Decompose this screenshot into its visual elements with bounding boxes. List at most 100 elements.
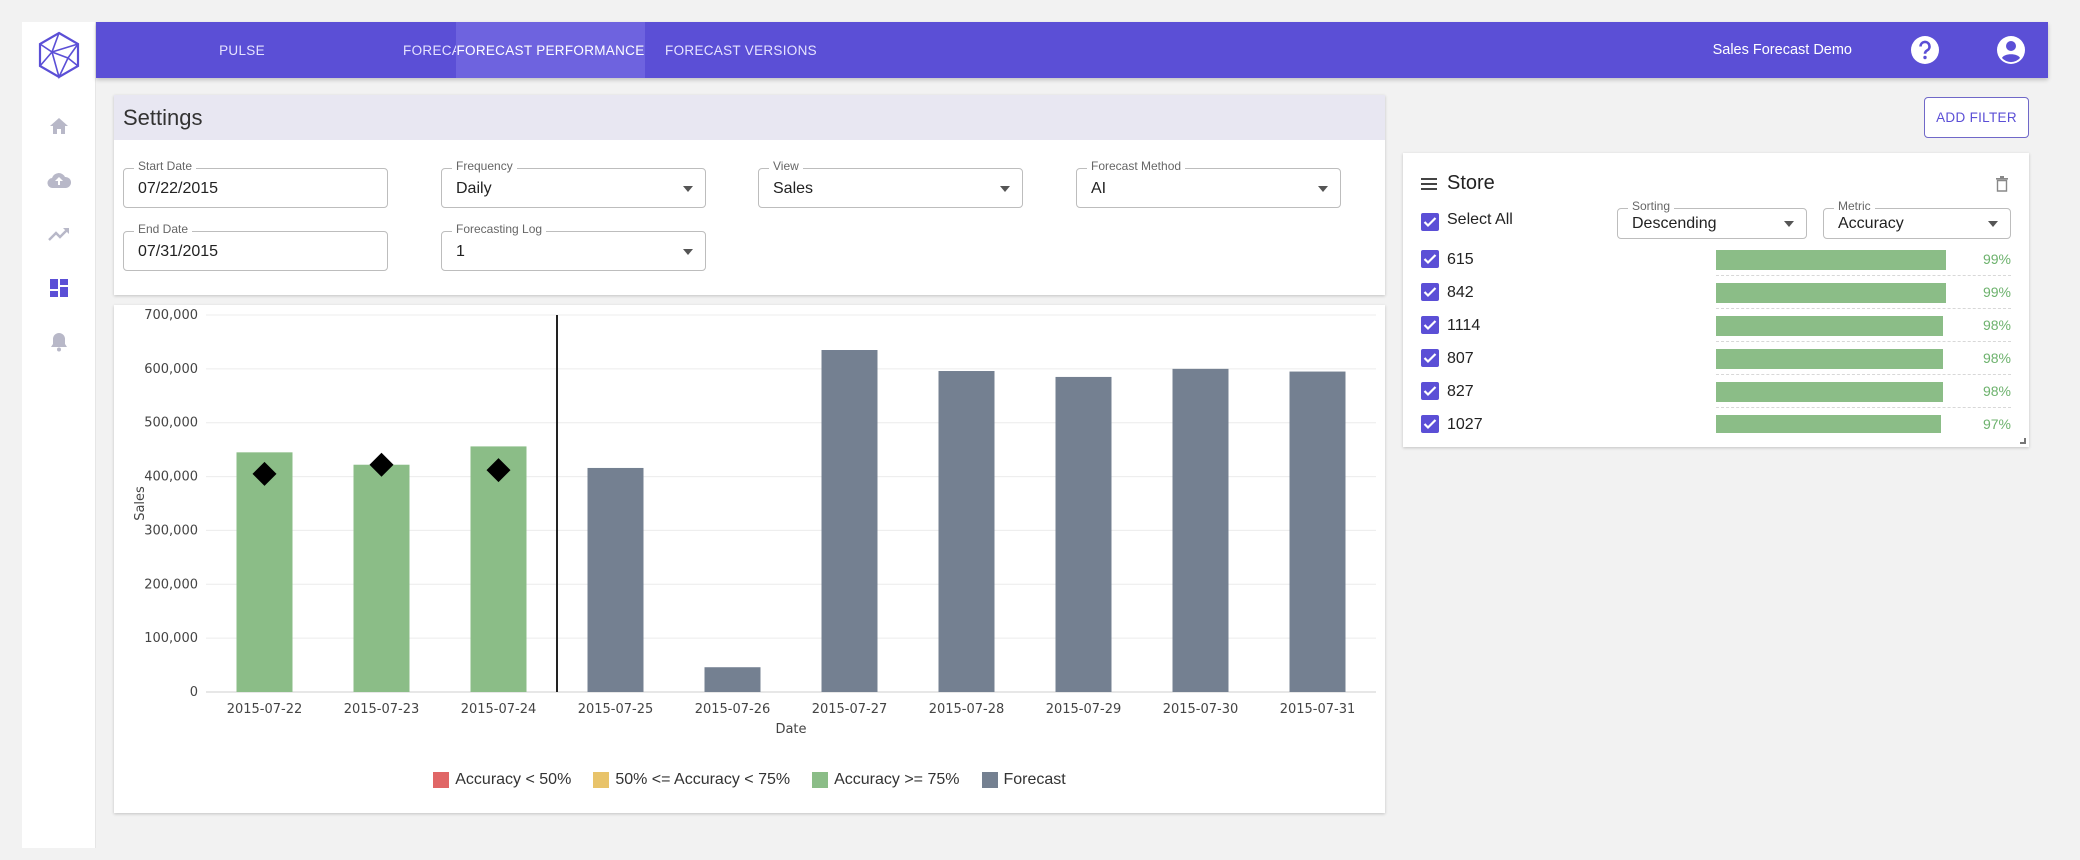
row-divider (1716, 374, 2011, 375)
accuracy-bar (1716, 250, 1948, 270)
y-tick-label: 0 (190, 685, 198, 700)
y-tick-label: 700,000 (144, 308, 198, 323)
store-row[interactable]: 827 98% (1403, 375, 2029, 408)
select-all-checkbox[interactable] (1421, 213, 1439, 231)
accuracy-bar (1716, 415, 1948, 433)
chevron-down-icon (1000, 186, 1010, 192)
bar-2015-07-29 (1055, 376, 1112, 692)
legend-swatch (433, 772, 450, 788)
store-checkbox[interactable] (1421, 316, 1439, 334)
account-circle-icon[interactable] (1996, 35, 2026, 65)
home-icon[interactable] (45, 112, 73, 140)
legend-label: Forecast (1003, 771, 1066, 788)
accuracy-bar-fill (1716, 316, 1944, 336)
store-checkbox[interactable] (1421, 415, 1439, 433)
chevron-down-icon (683, 186, 693, 192)
store-filter-panel: Store Select All Sorting Descending Metr… (1403, 153, 2029, 447)
accuracy-bar (1716, 316, 1948, 336)
forecasting-log-value: 1 (456, 243, 465, 260)
y-tick-label: 500,000 (144, 416, 198, 431)
tab-forecast-versions[interactable]: FORECAST VERSIONS (665, 42, 817, 58)
drag-menu-icon[interactable] (1421, 177, 1437, 191)
row-divider (1716, 407, 2011, 408)
add-filter-button[interactable]: ADD FILTER (1924, 97, 2029, 138)
chart-legend: Accuracy < 50% 50% <= Accuracy < 75% Acc… (114, 771, 1385, 789)
legend-item-accuracy-mid[interactable]: 50% <= Accuracy < 75% (593, 771, 790, 789)
start-date-field[interactable]: Start Date 07/22/2015 (123, 159, 388, 208)
sales-chart-panel: 0 100,000 200,000 300,000 400,000 500,000 600,… (114, 305, 1385, 813)
x-tick-label: 2015-07-31 (1280, 702, 1356, 717)
end-date-field[interactable]: End Date 07/31/2015 (123, 222, 388, 271)
view-label: View (769, 159, 803, 173)
legend-label: Accuracy < 50% (455, 771, 572, 788)
row-divider (1716, 308, 2011, 309)
store-row[interactable]: 615 99% (1403, 243, 2029, 276)
accuracy-value: 97% (1982, 416, 2011, 432)
x-tick-label: 2015-07-23 (344, 702, 420, 717)
sidebar (22, 22, 96, 848)
app-name: Sales Forecast Demo (1712, 42, 1852, 58)
check-icon (1423, 287, 1437, 298)
bar-2015-07-23 (353, 464, 410, 692)
cloud-upload-icon[interactable] (45, 166, 73, 194)
forecast-method-select[interactable]: Forecast Method AI (1076, 159, 1341, 208)
check-icon (1423, 217, 1437, 228)
frequency-select[interactable]: Frequency Daily (441, 159, 706, 208)
store-checkbox[interactable] (1421, 382, 1439, 400)
store-id: 827 (1447, 383, 1474, 400)
legend-swatch (593, 772, 610, 788)
metric-value: Accuracy (1838, 215, 1904, 232)
actual-marker (252, 461, 277, 486)
y-tick-label: 600,000 (144, 362, 198, 377)
tab-pulse[interactable]: PULSE (219, 42, 265, 58)
tab-forecast-performance[interactable]: FORECAST PERFORMANCE (456, 22, 645, 78)
legend-item-accuracy-low[interactable]: Accuracy < 50% (433, 771, 571, 789)
top-navigation-bar: PULSE FORECAST FORECAST PERFORMANCE FORE… (96, 22, 2048, 78)
app-logo-icon[interactable] (36, 30, 82, 80)
bar-2015-07-28 (938, 371, 995, 692)
store-list: 615 99% 842 99% 1114 98% 807 98% 827 98% 1027 97% (1403, 243, 2029, 433)
store-row[interactable]: 807 98% (1403, 342, 2029, 375)
store-title: Store (1447, 172, 1495, 194)
accuracy-bar-fill (1716, 250, 1946, 270)
settings-panel: Settings Start Date 07/22/2015 End Date … (114, 95, 1385, 295)
store-row[interactable]: 842 99% (1403, 276, 2029, 309)
sales-bar-chart: 0 100,000 200,000 300,000 400,000 500,000 600,… (133, 308, 1376, 737)
check-icon (1423, 419, 1437, 430)
row-divider (1716, 341, 2011, 342)
legend-swatch (812, 772, 829, 788)
view-select[interactable]: View Sales (758, 159, 1023, 208)
actual-marker (486, 458, 511, 483)
trash-icon[interactable] (1995, 176, 2009, 192)
x-tick-label: 2015-07-24 (461, 702, 537, 717)
store-checkbox[interactable] (1421, 349, 1439, 367)
sorting-value: Descending (1632, 215, 1717, 232)
actual-marker (369, 452, 394, 477)
metric-select[interactable]: Metric Accuracy (1823, 199, 2011, 239)
trending-up-icon[interactable] (45, 220, 73, 248)
bell-icon[interactable] (45, 328, 73, 356)
store-checkbox[interactable] (1421, 250, 1439, 268)
store-id: 842 (1447, 284, 1474, 301)
forecasting-log-select[interactable]: Forecasting Log 1 (441, 222, 706, 271)
dashboard-icon[interactable] (45, 274, 73, 302)
resize-handle[interactable] (2020, 438, 2026, 444)
chevron-down-icon (1784, 221, 1794, 227)
legend-item-forecast[interactable]: Forecast (981, 771, 1066, 789)
store-row[interactable]: 1027 97% (1403, 408, 2029, 433)
accuracy-bar (1716, 382, 1948, 402)
legend-item-accuracy-high[interactable]: Accuracy >= 75% (812, 771, 960, 789)
select-all-label: Select All (1447, 211, 1513, 228)
view-value: Sales (773, 180, 814, 197)
store-row[interactable]: 1114 98% (1403, 309, 2029, 342)
store-checkbox[interactable] (1421, 283, 1439, 301)
bar-2015-07-24 (470, 446, 527, 692)
store-id: 1027 (1447, 416, 1483, 433)
sorting-select[interactable]: Sorting Descending (1617, 199, 1807, 239)
help-circle-icon[interactable] (1910, 35, 1940, 65)
x-tick-label: 2015-07-28 (929, 702, 1005, 717)
frequency-value: Daily (456, 180, 492, 197)
forecast-method-label: Forecast Method (1087, 159, 1186, 173)
accuracy-bar (1716, 283, 1948, 303)
bar-2015-07-22 (236, 452, 293, 692)
